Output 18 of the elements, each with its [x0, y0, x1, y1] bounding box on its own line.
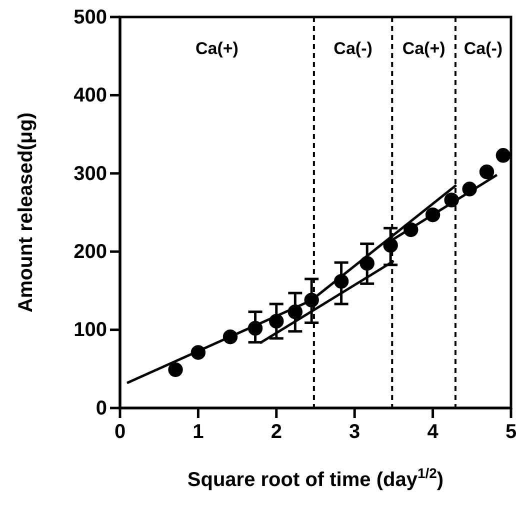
x-tick-label: 2 — [270, 421, 282, 444]
annotation: Ca(-) — [464, 39, 503, 58]
x-tick-label: 4 — [427, 421, 440, 444]
x-tick-label: 1 — [192, 421, 204, 444]
y-axis-title: Amount released(μg) — [15, 112, 37, 313]
y-tick-label: 0 — [96, 397, 107, 420]
x-tick-label: 3 — [349, 421, 360, 444]
x-tick-label: 5 — [505, 421, 517, 444]
x-tick-label: 0 — [114, 421, 126, 444]
annotation: Ca(+) — [195, 39, 238, 58]
y-tick-label: 200 — [74, 241, 107, 263]
annotation: Ca(-) — [334, 39, 372, 58]
y-tick-label: 100 — [74, 319, 107, 342]
y-tick-label: 300 — [74, 162, 107, 185]
y-tick-label: 400 — [74, 84, 107, 107]
x-axis-title: Square root of time (day$^{1/2}$) — [187, 465, 444, 491]
y-tick-label: 500 — [74, 6, 107, 28]
annotation: Ca(+) — [402, 39, 446, 58]
